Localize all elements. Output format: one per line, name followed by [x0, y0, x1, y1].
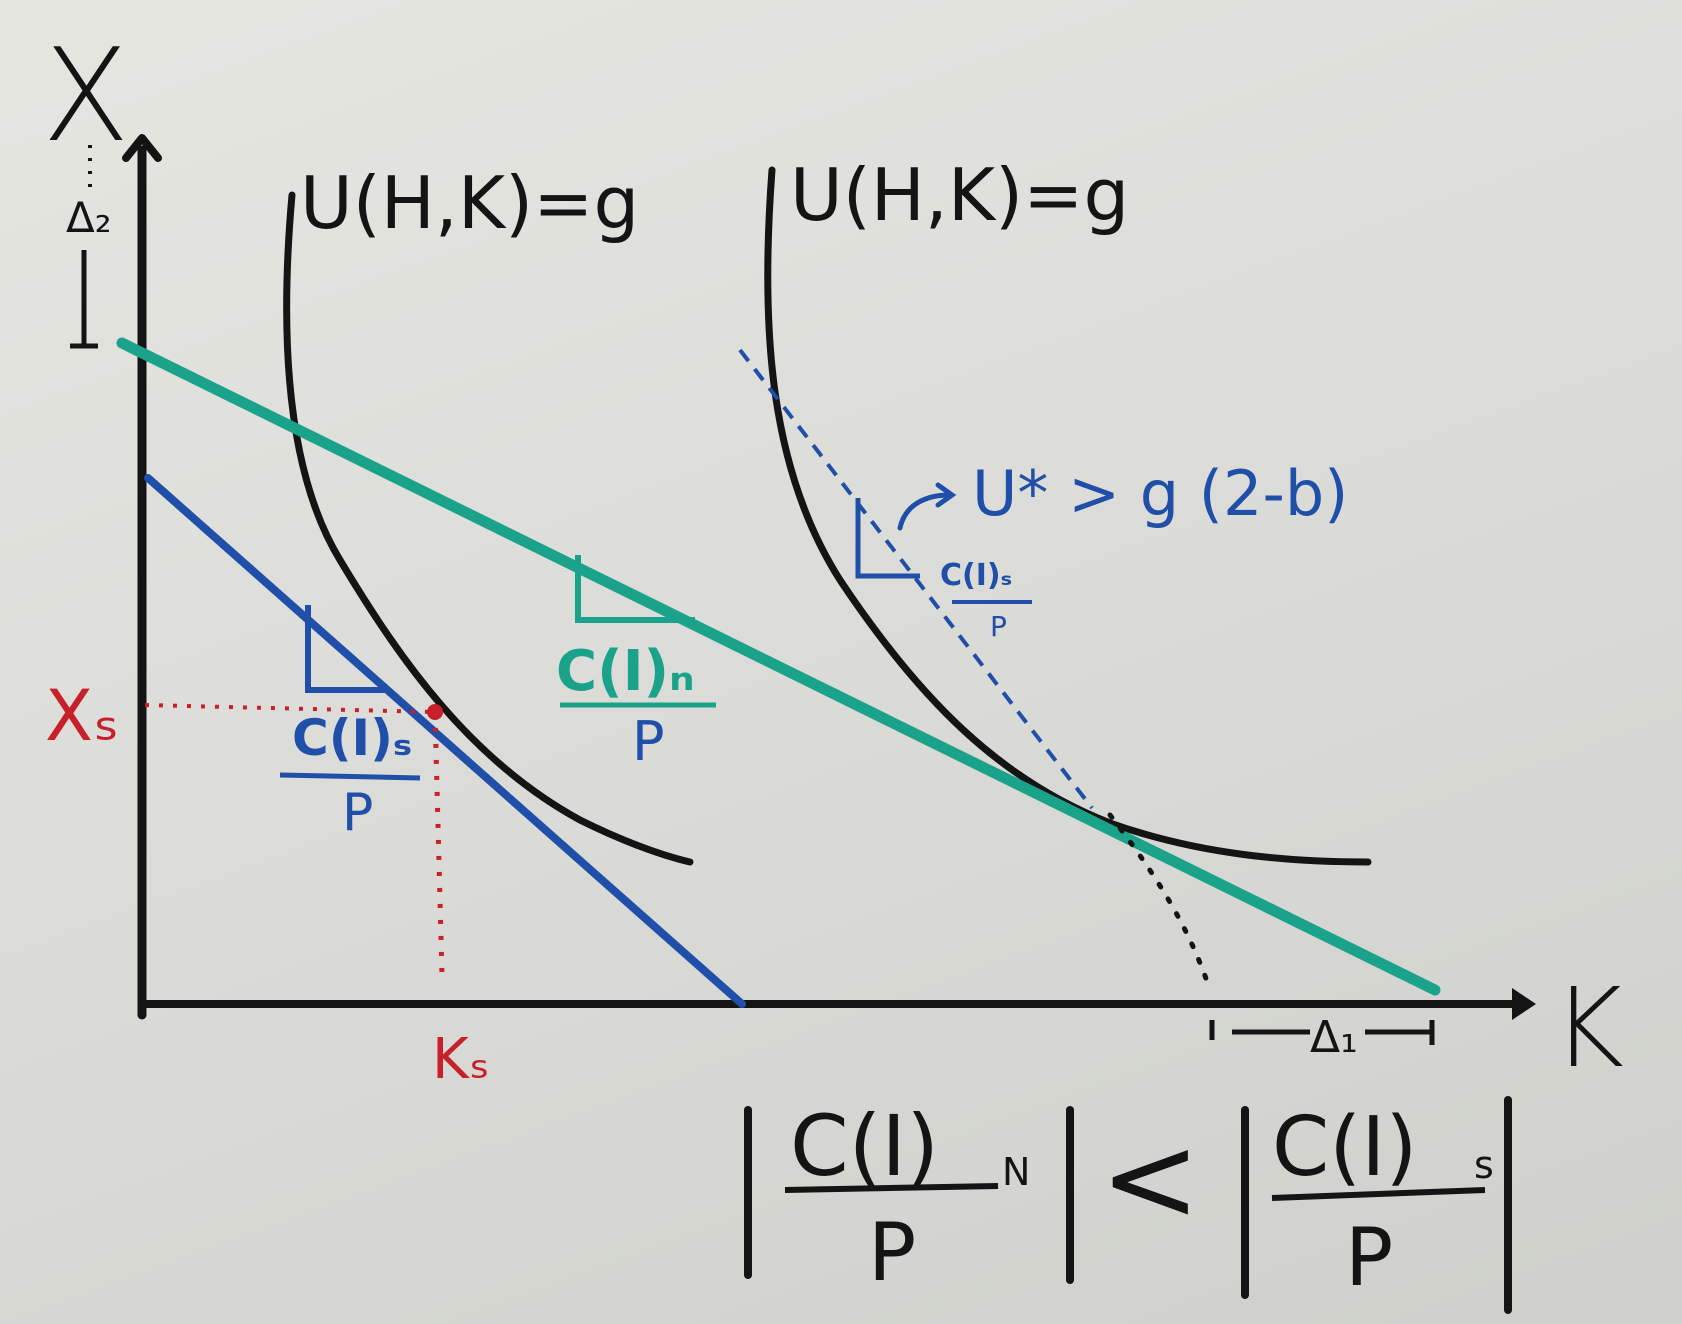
green-slope-triangle — [575, 555, 695, 623]
green-slope-denominator: P — [632, 710, 665, 773]
x-axis-arrowhead — [1512, 988, 1536, 1020]
u-star-label: U* > g (2-b) — [972, 457, 1348, 530]
blue-slope-fraction-bar — [279, 772, 421, 781]
dashed-slope-numerator: C(I)ₛ — [940, 558, 1012, 593]
tangency-point — [427, 704, 443, 720]
delta-1-label: Δ₁ — [1310, 1012, 1358, 1063]
x-s-label: Xₛ — [45, 675, 119, 757]
inequality-left-fraction-bar — [784, 1183, 999, 1193]
u-star-arrowhead — [935, 482, 957, 508]
dashed-slope-denominator: P — [990, 610, 1007, 643]
blue-slope-denominator: P — [342, 783, 373, 843]
indifference-curve-left — [283, 191, 694, 866]
inequality-left-denominator: P — [868, 1206, 916, 1299]
budget-line-blue-dashed — [738, 348, 1094, 810]
k-s-guide — [432, 711, 445, 976]
inequality-left-subscript: N — [1002, 1150, 1030, 1194]
inequality-right-fraction-bar — [1271, 1187, 1486, 1201]
y-axis-label: X — [42, 22, 130, 171]
x-s-guide — [144, 703, 436, 714]
budget-line-green — [116, 337, 1441, 996]
x-axis-label: K — [1552, 964, 1624, 1092]
inequality-operator: < — [1100, 1110, 1201, 1249]
inequality-right-numerator: C(I) — [1272, 1100, 1417, 1195]
inequality: C(I) N P < C(I) s P — [744, 1096, 1512, 1314]
k-s-label: Kₛ — [432, 1027, 490, 1092]
green-slope-numerator: C(I)ₙ — [556, 639, 695, 704]
delta-2-label: Δ₂ — [66, 193, 112, 242]
indifference-curve-right-label: U(H,K)=g — [790, 153, 1129, 237]
budget-line-blue — [144, 474, 746, 1008]
blue-slope-numerator: C(I)ₛ — [292, 709, 412, 767]
blue-slope-triangle — [305, 605, 390, 693]
indifference-curve-left-label: U(H,K)=g — [300, 161, 639, 245]
y-axis-arrowhead — [122, 134, 162, 162]
indifference-curve-right — [764, 166, 1372, 866]
inequality-left-numerator: C(I) — [790, 1097, 939, 1195]
inequality-right-denominator: P — [1345, 1211, 1393, 1304]
dashed-slope-triangle — [855, 498, 920, 579]
u-star-arrow — [897, 492, 953, 531]
inequality-right-subscript: s — [1474, 1143, 1494, 1187]
